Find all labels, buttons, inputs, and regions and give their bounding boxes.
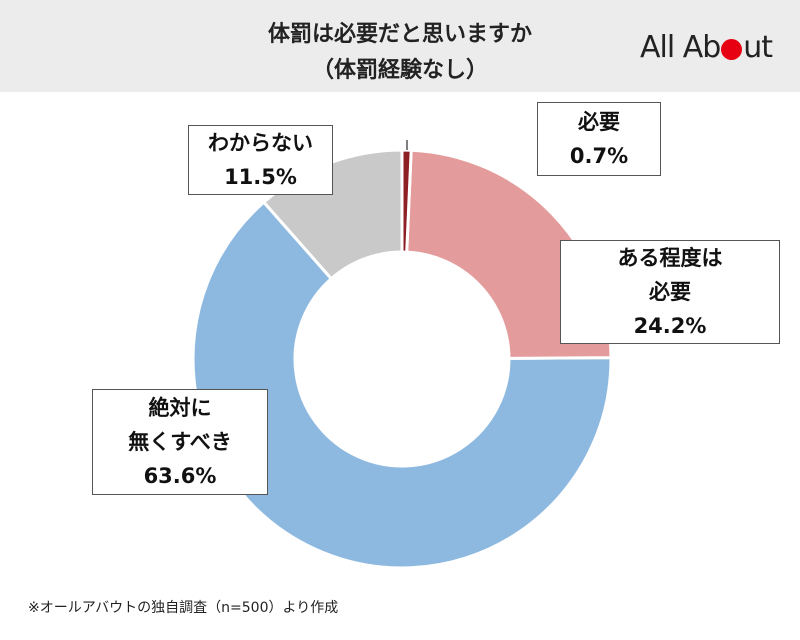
label-box: わからない 11.5% [188, 125, 333, 195]
value-label: 0.7% [569, 144, 629, 168]
source-note: ※オールアバウトの独自調査（n=500）より作成 [28, 600, 339, 616]
category-label: 必要 [578, 110, 620, 134]
category-label: ある程度は 必要 [617, 246, 723, 304]
donut-slice [191, 200, 613, 570]
donut-slice [400, 148, 413, 254]
logo-text: ut [743, 30, 773, 65]
value-label: 11.5% [224, 165, 297, 189]
header [0, 0, 800, 92]
label-box: ある程度は 必要 24.2% [560, 240, 780, 344]
chart-title: 体罰は必要だと思いますか [267, 22, 532, 47]
chart-subtitle: （体罰経験なし） [311, 58, 488, 83]
label-box: 必要 0.7% [537, 102, 661, 176]
logo-dot [721, 39, 743, 60]
logo: All Ab ut [640, 30, 773, 65]
value-label: 63.6% [143, 464, 217, 488]
label-box: 絶対に 無くすべき 63.6% [92, 389, 268, 495]
category-label: 絶対に 無くすべき [128, 396, 232, 454]
logo-text: All Ab [640, 30, 721, 65]
category-label: わからない [208, 131, 313, 155]
value-label: 24.2% [633, 314, 707, 338]
